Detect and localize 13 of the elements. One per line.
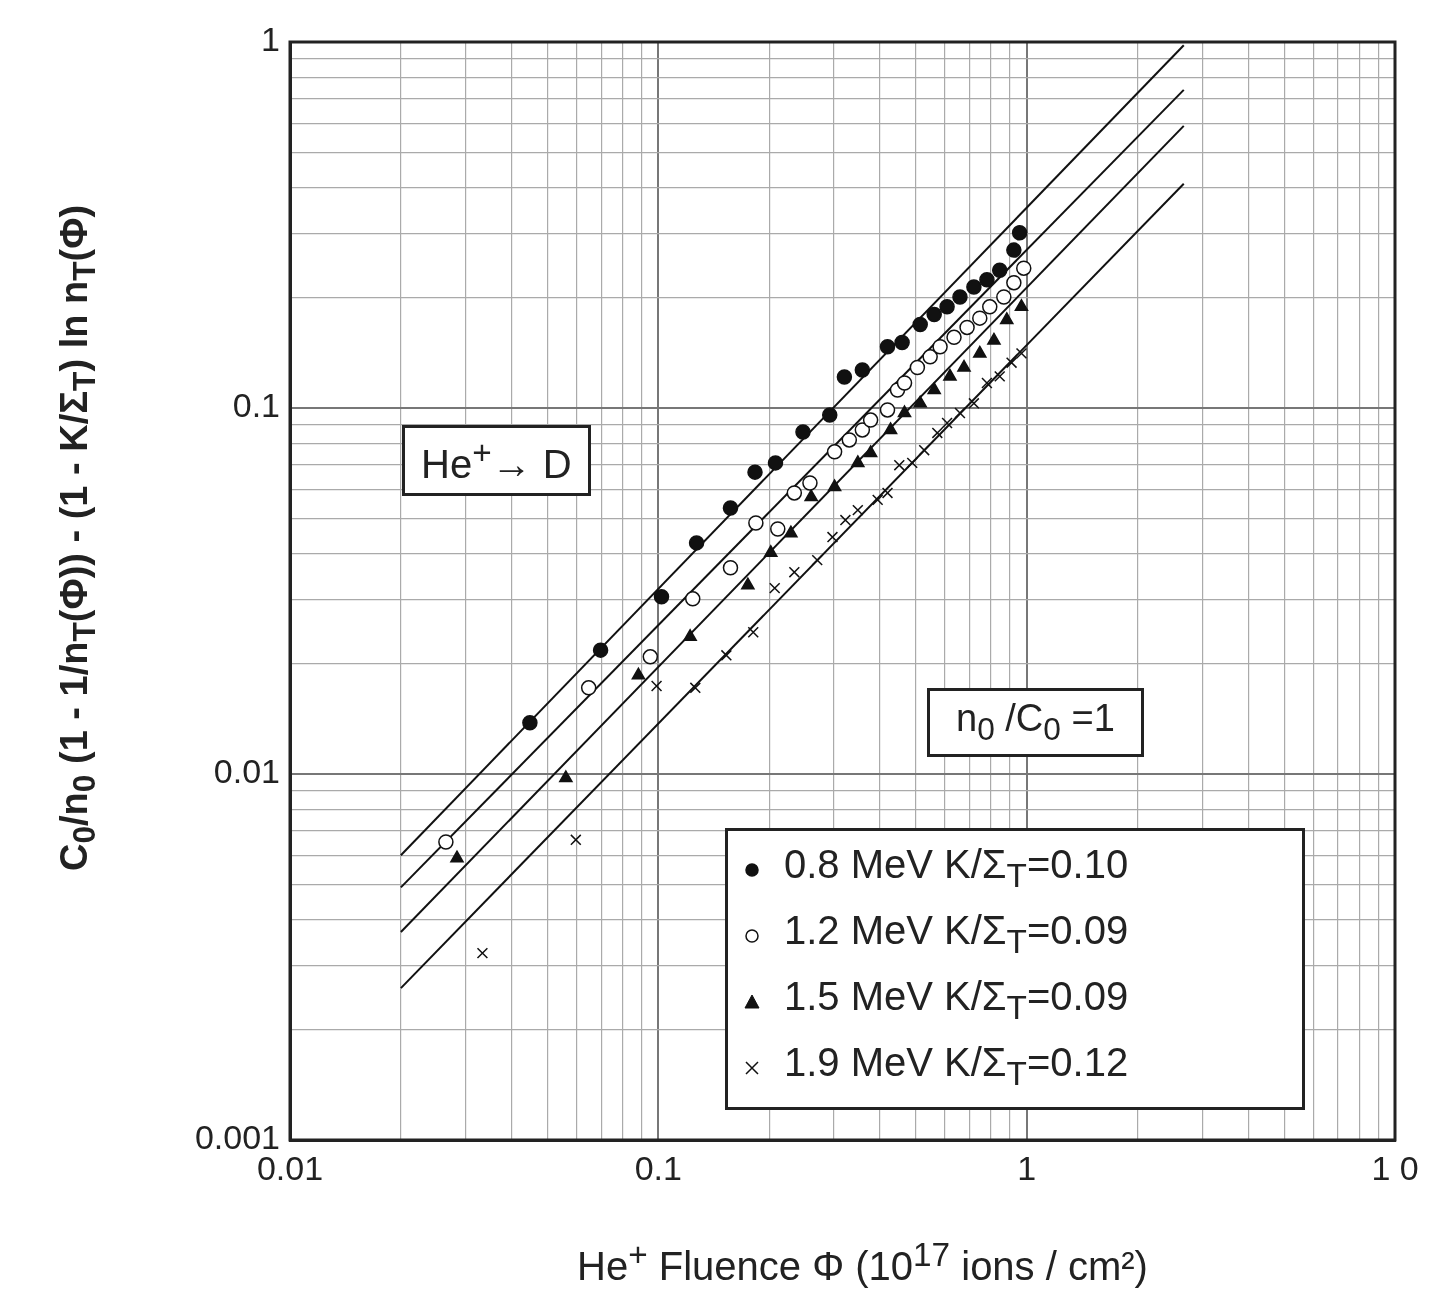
annotation: n$_{0}$ /C$_{0}$ =1 (927, 688, 1144, 757)
legend-label: 1.9 MeV K/Σ$_{T}$=0.12 (784, 1039, 1129, 1094)
x-axis-title: He$^{+}$ Fluence Φ (10$^{17}$ ions / cm²) (576, 1236, 1149, 1290)
y-tick-label: 0.1 (232, 386, 280, 425)
legend-label: 1.5 MeV K/Σ$_{T}$=0.09 (784, 973, 1129, 1028)
y-tick-label: 0.01 (213, 752, 280, 791)
y-tick-label: 1 (261, 20, 280, 59)
x-tick-label: 1 (1017, 1148, 1037, 1187)
x-tick-label: 1 0 (1371, 1148, 1419, 1187)
annotation: He$^{+}$→ D (402, 425, 591, 497)
legend-label: 1.2 MeV K/Σ$_{T}$=0.09 (784, 907, 1129, 962)
legend-label: 0.8 MeV K/Σ$_{T}$=0.10 (784, 841, 1129, 896)
x-tick-label: 0.1 (634, 1148, 682, 1187)
